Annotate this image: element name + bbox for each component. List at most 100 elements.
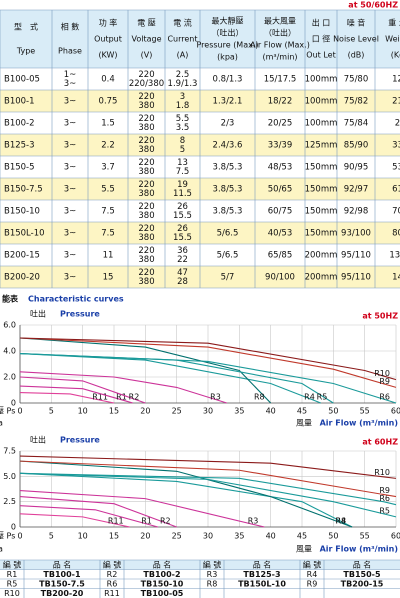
- x-label-cn: 風量: [296, 545, 312, 554]
- curve-label: R2: [129, 393, 140, 402]
- legend-column-header: 編 號: [103, 559, 122, 569]
- pressure-curve: [19, 353, 397, 404]
- table-cell: 0.8/1.3: [213, 75, 243, 85]
- column-header: 最大風量: [264, 16, 296, 26]
- column-header: 重 量: [388, 18, 400, 28]
- table-cell: 220: [138, 246, 154, 256]
- table-cell: B100-05: [4, 75, 40, 85]
- table-cell: 95/110: [341, 273, 371, 283]
- table-cell: 150mm: [305, 207, 338, 217]
- curve-label: R11: [92, 393, 108, 402]
- table-cell: 3~: [64, 163, 77, 173]
- column-header: （吐出）: [212, 28, 244, 38]
- pressure-curve: [19, 385, 133, 404]
- table-cell: 12: [392, 75, 400, 85]
- x-label-en: Air Flow (m³/min): [320, 545, 398, 554]
- column-header: Voltage: [131, 35, 161, 44]
- legend-code: R10: [4, 589, 20, 598]
- table-cell: 92/97: [344, 185, 369, 195]
- table-cell: 26: [177, 224, 188, 234]
- table-cell: 380: [138, 255, 154, 265]
- x-tick-label: 50: [328, 532, 338, 541]
- legend-column-header: 品 名: [253, 559, 272, 569]
- y-unit: a: [0, 545, 3, 554]
- table-cell: 1.5: [101, 119, 115, 129]
- y-tick-label: 7.5: [3, 447, 16, 456]
- column-header: 最大靜壓: [212, 16, 244, 26]
- table-cell: 380: [138, 167, 154, 177]
- legend-name: TB100-2: [143, 570, 180, 579]
- table-cell: 13: [177, 158, 188, 168]
- table-cell: B100-1: [4, 97, 35, 107]
- column-header: Phase: [58, 47, 82, 56]
- table-cell: 75/80: [344, 75, 369, 85]
- y-label: 壓 Ps: [0, 532, 15, 541]
- legend-name: TB150-7.5: [39, 579, 85, 588]
- curve-label: R5: [317, 393, 328, 402]
- curve-label: R1: [141, 517, 152, 526]
- chart-title-en: Pressure: [60, 436, 100, 445]
- column-header: 相 數: [61, 22, 80, 32]
- legend-code: R4: [307, 570, 318, 579]
- x-tick-label: 0: [17, 407, 22, 416]
- column-header: (dB): [348, 51, 365, 60]
- table-cell: B150L-10: [4, 229, 45, 239]
- table-cell: 15: [103, 273, 114, 283]
- table-cell: 2: [395, 119, 400, 129]
- x-label-en: Air Flow (m³/min): [320, 419, 398, 428]
- table-cell: 75/82: [344, 97, 369, 107]
- table-cell: 5/7: [221, 273, 235, 283]
- column-header: 電 壓: [137, 19, 156, 28]
- table-cell: 3.8/5.3: [213, 207, 243, 217]
- table-cell: 2.4/3.6: [213, 141, 243, 151]
- legend-code: R5: [7, 579, 18, 588]
- pressure-curve: [19, 460, 353, 528]
- curve-label: R5: [379, 506, 390, 515]
- table-cell: 220: [138, 268, 154, 278]
- table-cell: 5.5: [176, 114, 190, 124]
- table-cell: 3~: [64, 273, 77, 283]
- legend-column-header: 品 名: [153, 559, 172, 569]
- column-header: 型 式: [14, 22, 38, 32]
- chart-title-cn: 吐出: [30, 309, 46, 319]
- table-cell: 5.5: [101, 185, 115, 195]
- x-label-cn: 風量: [296, 419, 312, 428]
- legend-name: TB125-3: [243, 570, 280, 579]
- table-cell: 18/22: [268, 97, 293, 107]
- table-cell: 61: [392, 185, 400, 195]
- curve-label: R3: [210, 393, 221, 402]
- x-tick-label: 60: [391, 407, 400, 416]
- table-cell: 80: [392, 229, 400, 239]
- table-cell: 380: [138, 277, 154, 287]
- table-cell: 220: [138, 224, 154, 234]
- legend-name: TB100-1: [43, 570, 81, 579]
- column-header: Pressure (Max.): [196, 41, 258, 50]
- table-cell: 220/380: [129, 79, 164, 89]
- table-cell: 100mm: [305, 97, 338, 107]
- column-header: 功 率: [99, 18, 118, 28]
- table-cell: 19: [177, 180, 188, 190]
- x-tick-label: 35: [234, 407, 244, 416]
- x-tick-label: 5: [49, 532, 54, 541]
- table-cell: 28: [177, 277, 188, 287]
- table-cell: 0.4: [101, 75, 115, 85]
- table-cell: 380: [138, 145, 154, 155]
- legend-name: TB150-10: [141, 579, 184, 588]
- chart-title-en: Pressure: [60, 310, 100, 319]
- pressure-curve: [19, 472, 397, 506]
- table-cell: 220: [138, 136, 154, 146]
- column-header: 出 口: [312, 18, 331, 28]
- legend-name: TB200-20: [41, 589, 84, 598]
- table-cell: B200-15: [4, 251, 40, 261]
- table-cell: 90/95: [344, 163, 369, 173]
- column-header: 電 流: [173, 18, 192, 28]
- y-tick-label: 0: [11, 523, 16, 532]
- pressure-curve: [19, 513, 130, 528]
- y-tick-label: 0: [11, 399, 16, 408]
- frequency-note: at 50/60HZ: [348, 1, 398, 10]
- x-tick-label: 55: [360, 407, 370, 416]
- x-tick-label: 10: [78, 532, 88, 541]
- table-cell: 75/84: [344, 119, 369, 129]
- table-cell: 200mm: [305, 251, 338, 261]
- pressure-curve: [19, 505, 159, 528]
